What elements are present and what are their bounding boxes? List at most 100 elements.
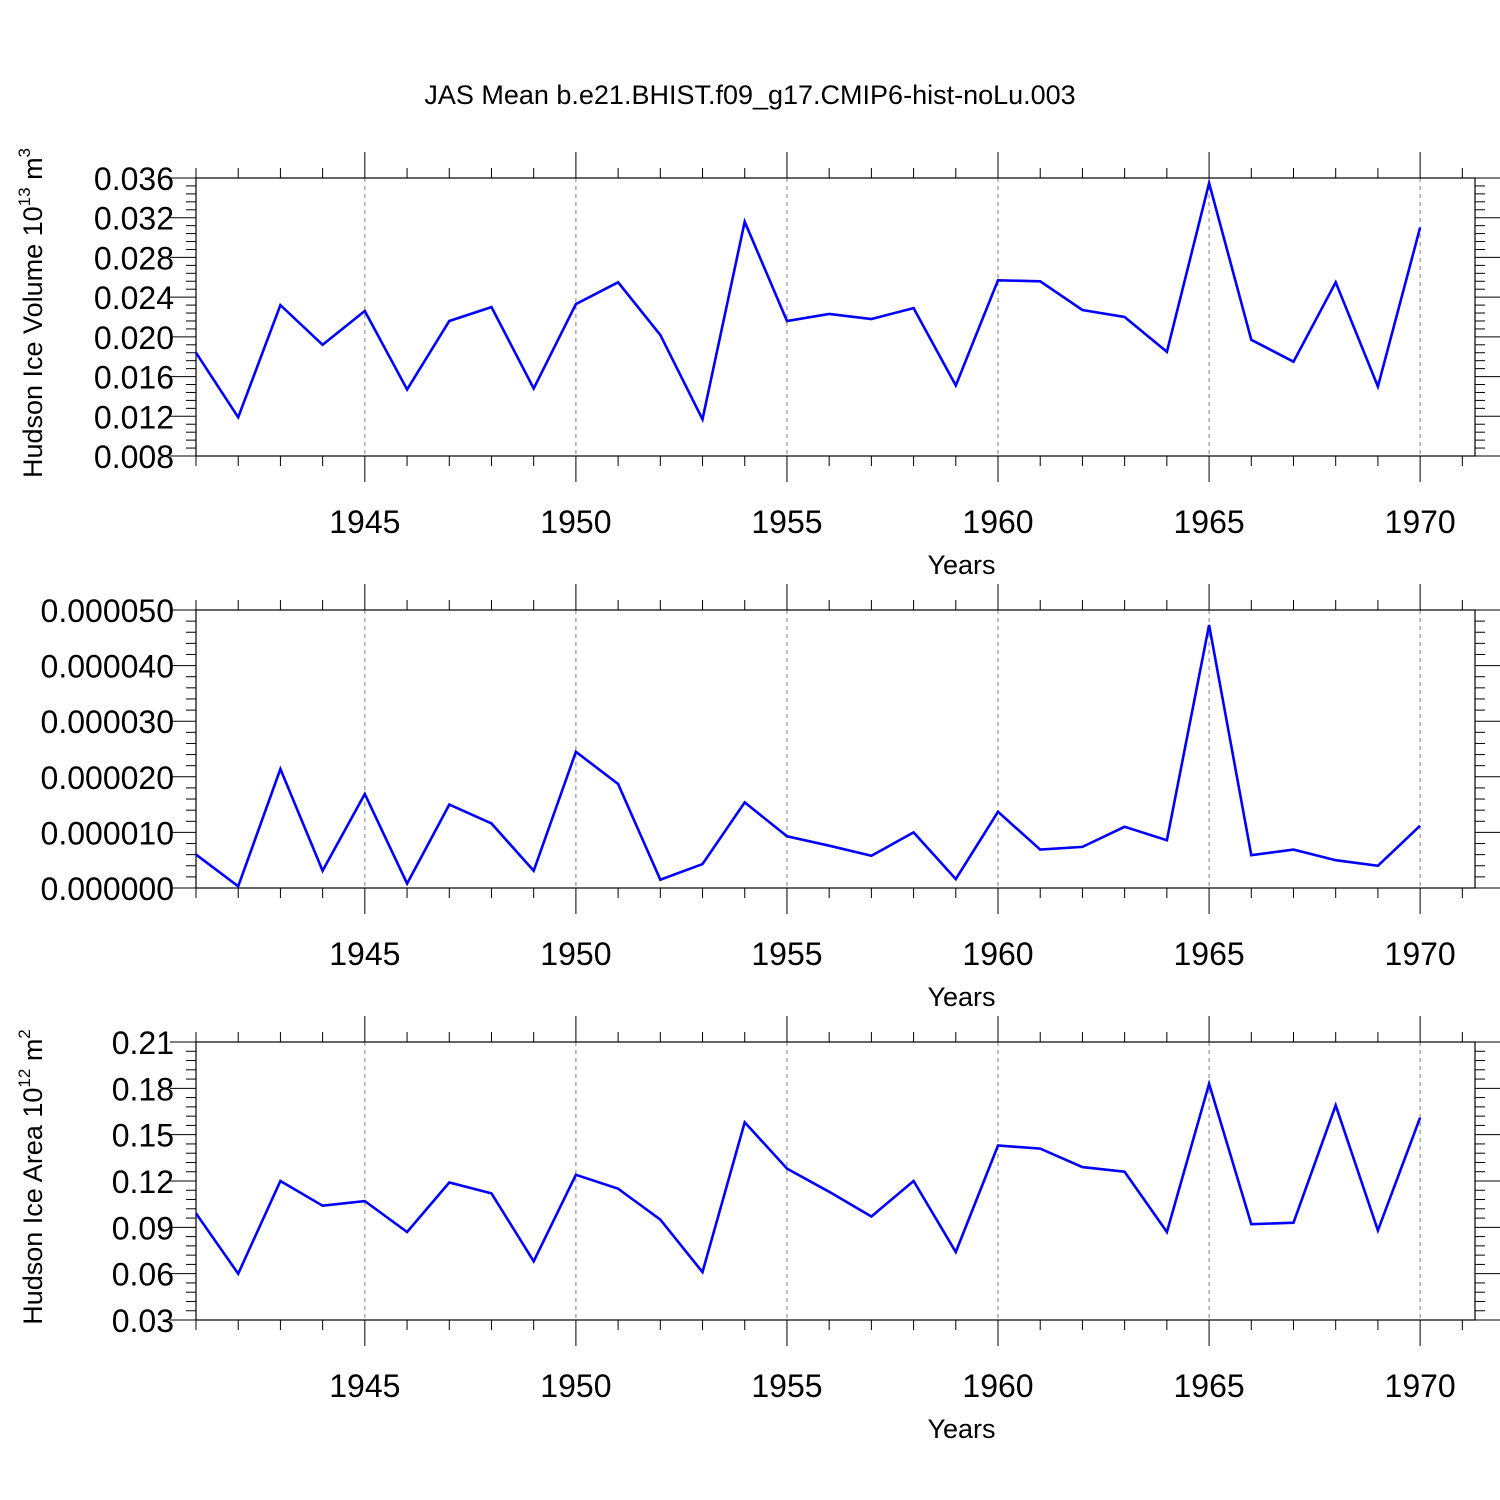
data-point	[1165, 350, 1169, 354]
data-point	[489, 305, 493, 309]
y-tick-label: 0.000000	[41, 871, 174, 907]
y-axis-label: Hudson Ice Volume 1013 m3	[15, 148, 48, 478]
plot-frame	[195, 609, 1476, 889]
y-tick-label: 0.000010	[41, 815, 174, 851]
data-point	[827, 844, 831, 848]
x-axis-label: Years	[927, 982, 995, 1012]
panel-snow: 1945 1950 1955 1960 1965 1970 Years 0.000000 0.0…	[41, 584, 1500, 1012]
data-point	[532, 1259, 536, 1263]
data-point	[785, 834, 789, 838]
y-tick-label: 0.03	[112, 1303, 174, 1339]
data-point	[743, 800, 747, 804]
data-point	[532, 386, 536, 390]
data-point	[1291, 848, 1295, 852]
x-tick-label: 1950	[540, 936, 611, 972]
data-point	[574, 1173, 578, 1177]
y-tick-label: 0.000030	[41, 704, 174, 740]
y-tick-label: 0.000050	[41, 593, 174, 629]
data-point	[912, 830, 916, 834]
data-point	[1080, 1165, 1084, 1169]
x-tick-label: 1950	[540, 504, 611, 540]
y-axis-label: Hudson Ice Area 1012 m2	[15, 1029, 48, 1325]
data-point	[701, 862, 705, 866]
data-point	[1334, 858, 1338, 862]
data-point	[1249, 1222, 1253, 1226]
data-point	[236, 884, 240, 888]
data-point	[996, 1143, 1000, 1147]
data-point	[1376, 385, 1380, 389]
data-point	[1165, 838, 1169, 842]
y-tick-label: 0.12	[112, 1164, 174, 1200]
data-point	[1207, 623, 1211, 627]
x-axis-label: Years	[927, 550, 995, 580]
data-point	[869, 854, 873, 858]
data-point	[447, 319, 451, 323]
data-point	[447, 803, 451, 807]
data-point	[405, 387, 409, 391]
x-tick-label: 1955	[751, 1368, 822, 1404]
data-point	[363, 309, 367, 313]
data-point	[743, 1120, 747, 1124]
x-tick-label: 1965	[1173, 936, 1244, 972]
data-point	[1207, 1082, 1211, 1086]
data-point	[912, 306, 916, 310]
data-point	[532, 869, 536, 873]
data-point	[278, 767, 282, 771]
data-point	[321, 343, 325, 347]
x-tick-label: 1955	[751, 504, 822, 540]
data-point	[954, 1250, 958, 1254]
data-point	[1038, 279, 1042, 283]
series-line	[194, 177, 1422, 424]
y-tick-label: 0.008	[94, 439, 174, 475]
data-point	[701, 1270, 705, 1274]
data-point	[363, 792, 367, 796]
figure-title: JAS Mean b.e21.BHIST.f09_g17.CMIP6-hist-…	[424, 80, 1076, 110]
x-tick-label: 1965	[1173, 504, 1244, 540]
data-point	[489, 1191, 493, 1195]
data-point	[658, 333, 662, 337]
y-tick-label: 0.09	[112, 1210, 174, 1246]
data-point	[321, 1204, 325, 1208]
y-tick-label: 0.012	[94, 399, 174, 435]
x-tick-label: 1950	[540, 1368, 611, 1404]
panel-ice-volume: 1945 1950 1955 1960 1965 1970Years0.0080.0120…	[15, 148, 1500, 580]
data-point	[1334, 280, 1338, 284]
panel-ice-area: 1945 1950 1955 1960 1965 1970 Years 0.03 0.06 0.0…	[15, 1016, 1500, 1444]
data-point	[785, 319, 789, 323]
x-axis-label: Years	[927, 1414, 995, 1444]
series-line	[194, 1079, 1422, 1277]
data-point	[278, 303, 282, 307]
data-point	[236, 1272, 240, 1276]
data-point	[954, 877, 958, 881]
data-point	[1123, 825, 1127, 829]
data-point	[1334, 1103, 1338, 1107]
y-tick-label: 0.15	[112, 1118, 174, 1154]
data-point	[616, 1187, 620, 1191]
y-tick-label: 0.000020	[41, 760, 174, 796]
data-point	[405, 1230, 409, 1234]
data-point	[1080, 845, 1084, 849]
data-point	[954, 384, 958, 388]
data-point	[701, 417, 705, 421]
data-point	[658, 1218, 662, 1222]
y-tick-label: 0.020	[94, 320, 174, 356]
data-point	[1291, 360, 1295, 364]
data-point	[1038, 848, 1042, 852]
data-point	[658, 878, 662, 882]
y-tick-label: 0.016	[94, 360, 174, 396]
data-point	[1080, 308, 1084, 312]
series-line	[195, 624, 1421, 889]
data-point	[912, 1179, 916, 1183]
data-point	[1038, 1147, 1042, 1151]
x-tick-label: 1960	[962, 1368, 1033, 1404]
data-point	[405, 882, 409, 886]
data-point	[743, 220, 747, 224]
data-point	[1249, 338, 1253, 342]
data-point	[194, 853, 198, 857]
y-tick-label: 0.036	[94, 161, 174, 197]
data-point	[616, 782, 620, 786]
y-tick-label: 0.18	[112, 1071, 174, 1107]
y-tick-label: 0.000040	[41, 649, 174, 685]
data-point	[827, 1190, 831, 1194]
